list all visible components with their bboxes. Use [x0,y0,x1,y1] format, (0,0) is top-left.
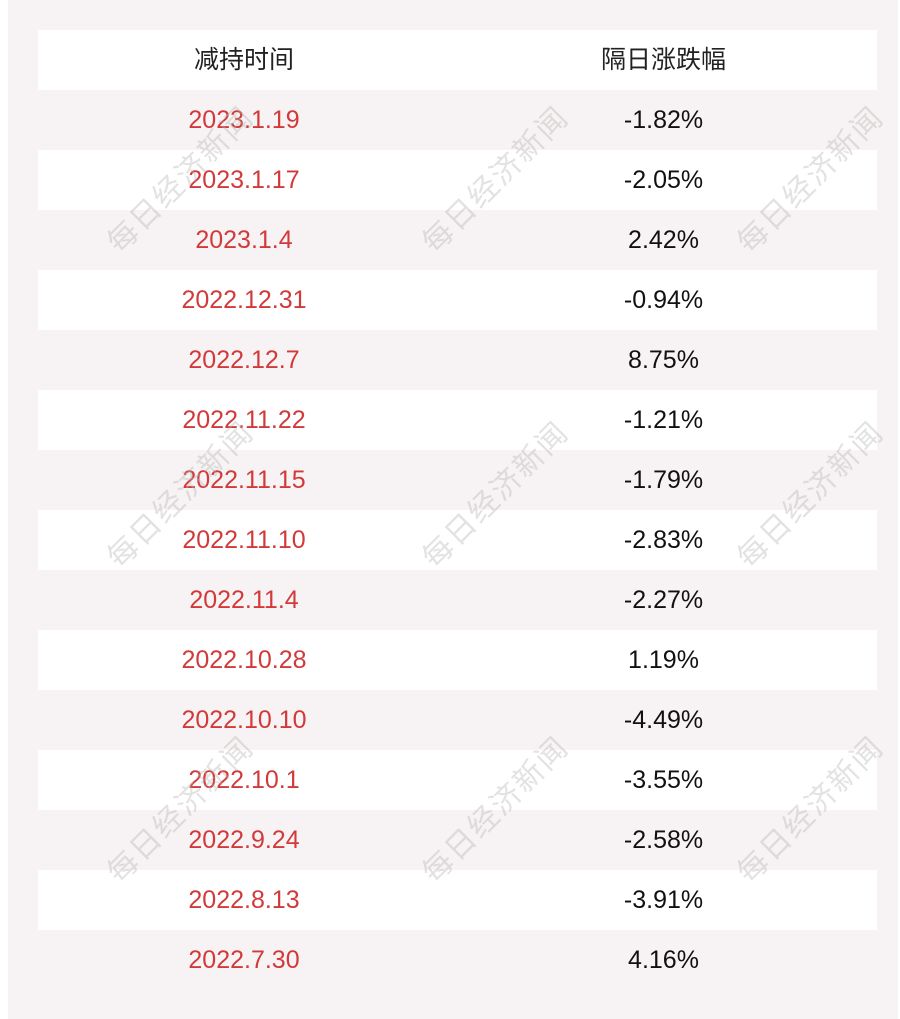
table-row: 2023.1.4 2.42% [38,210,877,270]
reduction-date: 2022.11.22 [182,406,306,434]
next-day-change: -2.83% [623,526,704,554]
reduction-date: 2022.12.7 [188,346,300,374]
table-row: 2022.11.22 -1.21% [38,390,877,450]
reduction-date: 2022.12.31 [181,286,307,314]
next-day-change: -1.21% [623,406,704,434]
table-row: 2022.8.13 -3.91% [38,870,877,930]
next-day-change: 8.75% [628,346,699,374]
reduction-date: 2022.9.24 [188,826,300,854]
table-row: 2022.7.30 4.16% [38,930,877,990]
next-day-change: -0.94% [623,286,704,314]
next-day-change: -4.49% [623,706,704,734]
next-day-change: 4.16% [628,946,699,974]
table-row: 2022.12.31 -0.94% [38,270,877,330]
table-header-row: 减持时间 隔日涨跌幅 [38,30,877,90]
table-row: 2022.11.4 -2.27% [38,570,877,630]
reduction-date: 2022.10.10 [181,706,307,734]
reduction-date: 2023.1.19 [188,106,300,134]
reduction-date: 2022.10.28 [181,646,307,674]
reduction-date: 2022.11.10 [182,526,306,554]
next-day-change: -2.27% [623,586,704,614]
reduction-date: 2022.7.30 [188,946,300,974]
next-day-change: 1.19% [628,646,699,674]
table-row: 2022.10.10 -4.49% [38,690,877,750]
header-reduction-time: 减持时间 [193,46,294,74]
reduction-date: 2022.10.1 [188,766,300,794]
table-row: 2023.1.17 -2.05% [38,150,877,210]
reduction-date: 2023.1.4 [195,226,293,254]
reduction-date: 2022.11.4 [189,586,299,614]
table-row: 2023.1.19 -1.82% [38,90,877,150]
next-day-change: 2.42% [628,226,699,254]
table-row: 2022.11.10 -2.83% [38,510,877,570]
table-row: 2022.10.28 1.19% [38,630,877,690]
header-next-day-change: 隔日涨跌幅 [600,46,726,74]
table-row: 2022.9.24 -2.58% [38,810,877,870]
reduction-date: 2022.11.15 [182,466,306,494]
next-day-change: -3.91% [623,886,704,914]
table-row: 2022.12.7 8.75% [38,330,877,390]
next-day-change: -3.55% [623,766,704,794]
reduction-table: 减持时间 隔日涨跌幅 2023.1.19 -1.82% 2023.1.17 -2.05… [38,30,877,990]
next-day-change: -1.82% [623,106,704,134]
next-day-change: -2.05% [623,166,704,194]
next-day-change: -2.58% [623,826,704,854]
next-day-change: -1.79% [623,466,704,494]
reduction-date: 2023.1.17 [188,166,300,194]
table-row: 2022.11.15 -1.79% [38,450,877,510]
reduction-date: 2022.8.13 [188,886,300,914]
table-row: 2022.10.1 -3.55% [38,750,877,810]
